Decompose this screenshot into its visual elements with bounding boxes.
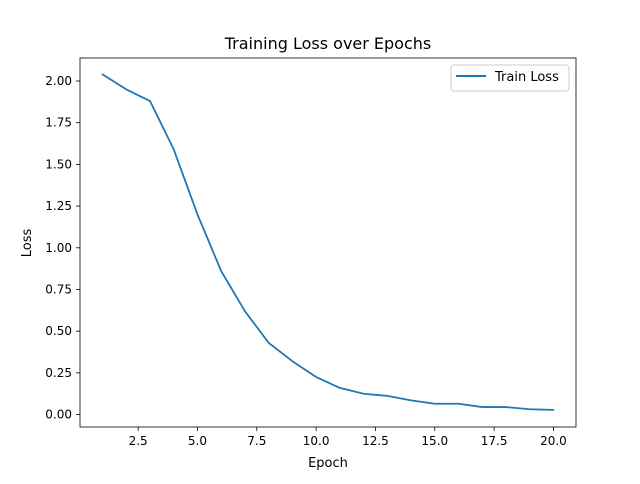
y-tick-label: 0.75 — [45, 282, 72, 296]
y-tick-label: 0.50 — [45, 324, 72, 338]
y-tick-label: 1.75 — [45, 116, 72, 130]
x-tick-label: 20.0 — [540, 434, 567, 448]
y-tick-label: 2.00 — [45, 74, 72, 88]
x-tick-label: 10.0 — [303, 434, 330, 448]
x-tick-label: 12.5 — [362, 434, 389, 448]
x-axis-label: Epoch — [308, 456, 348, 471]
x-tick-label: 15.0 — [421, 434, 448, 448]
chart-title: Training Loss over Epochs — [224, 34, 432, 53]
x-tick-label: 7.5 — [247, 434, 266, 448]
y-tick-label: 1.00 — [45, 241, 72, 255]
y-axis-label: Loss — [20, 229, 35, 258]
legend-label-train-loss: Train Loss — [494, 70, 559, 85]
y-axis-ticks: 0.00 0.25 0.50 0.75 1.00 1.25 1.50 1.75 2.00 — [45, 74, 80, 422]
y-tick-label: 0.00 — [45, 408, 72, 422]
legend: Train Loss — [451, 65, 569, 91]
y-tick-label: 1.25 — [45, 199, 72, 213]
plot-layer — [103, 74, 554, 410]
series-line-train-loss — [103, 74, 554, 410]
x-tick-label: 17.5 — [481, 434, 508, 448]
x-tick-label: 2.5 — [129, 434, 148, 448]
x-tick-label: 5.0 — [188, 434, 207, 448]
y-tick-label: 1.50 — [45, 157, 72, 171]
x-axis-ticks: 2.5 5.0 7.5 10.0 12.5 15.0 17.5 20.0 — [129, 427, 567, 448]
y-tick-label: 0.25 — [45, 366, 72, 380]
axes-frame — [80, 58, 576, 427]
